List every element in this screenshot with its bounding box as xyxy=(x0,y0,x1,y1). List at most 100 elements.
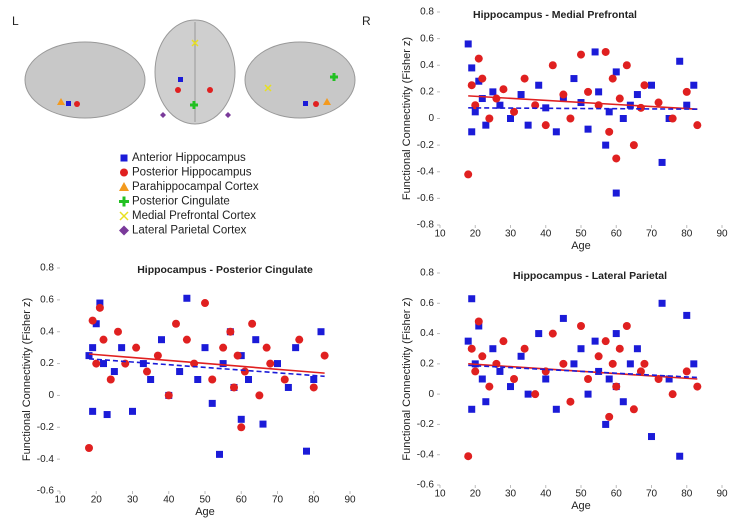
data-point xyxy=(541,121,550,130)
data-point xyxy=(602,141,610,149)
x-tick-label: 20 xyxy=(470,229,482,240)
data-point xyxy=(468,295,476,303)
data-point xyxy=(248,319,257,328)
data-point xyxy=(629,141,638,150)
data-point xyxy=(317,328,325,336)
y-tick-label: -0.4 xyxy=(37,454,55,465)
trend-line xyxy=(88,357,325,378)
data-point xyxy=(531,101,540,110)
data-point xyxy=(548,329,557,338)
data-point xyxy=(636,367,645,376)
data-point xyxy=(690,81,698,89)
data-point xyxy=(619,398,627,406)
data-point xyxy=(292,344,300,352)
data-point xyxy=(605,108,613,116)
legend-marker xyxy=(120,154,128,162)
data-point xyxy=(99,335,108,344)
trend-line xyxy=(468,364,698,379)
brain-left xyxy=(24,41,146,119)
data-point xyxy=(183,294,191,302)
data-point xyxy=(468,405,476,413)
data-point xyxy=(147,376,155,383)
data-point xyxy=(517,352,525,360)
data-point xyxy=(176,368,184,376)
data-point xyxy=(284,383,292,391)
hemisphere-label: R xyxy=(362,14,371,28)
data-point xyxy=(658,158,666,166)
data-point xyxy=(266,359,275,368)
trend-line xyxy=(88,353,325,374)
data-point xyxy=(682,367,691,376)
data-point xyxy=(612,154,621,163)
data-point xyxy=(566,397,575,406)
data-point xyxy=(194,376,202,383)
data-point xyxy=(496,101,504,109)
data-point xyxy=(668,114,677,123)
data-point xyxy=(129,407,136,415)
data-point xyxy=(570,360,578,368)
data-point xyxy=(619,115,627,122)
x-tick-label: 80 xyxy=(308,495,320,506)
y-tick-label: -0.6 xyxy=(37,486,55,497)
y-tick-label: 0.2 xyxy=(420,87,434,98)
data-point xyxy=(499,337,508,346)
x-tick-label: 20 xyxy=(470,489,482,500)
x-tick-label: 90 xyxy=(344,495,356,506)
data-point xyxy=(605,375,613,383)
legend-text: Parahippocampal Cortex xyxy=(132,181,259,193)
data-point xyxy=(208,375,217,384)
data-point xyxy=(683,101,691,109)
x-tick-label: 20 xyxy=(91,495,103,506)
data-point xyxy=(629,405,638,414)
data-point xyxy=(478,375,486,383)
chart-title: Hippocampus - Lateral Parietal xyxy=(513,270,667,282)
data-point xyxy=(164,391,173,400)
data-point xyxy=(132,343,141,352)
x-tick-label: 80 xyxy=(681,489,693,500)
data-point xyxy=(626,360,634,368)
x-tick-label: 60 xyxy=(611,489,623,500)
data-point xyxy=(245,376,252,383)
y-tick-label: 0 xyxy=(428,113,434,124)
x-tick-label: 50 xyxy=(575,489,587,500)
x-tick-label: 30 xyxy=(505,229,517,240)
region-marker xyxy=(264,84,272,92)
data-point xyxy=(230,383,238,392)
y-tick-label: -0.2 xyxy=(417,140,435,151)
legend-marker xyxy=(119,225,129,236)
data-point xyxy=(474,54,483,63)
data-point xyxy=(478,74,487,83)
data-point xyxy=(464,337,472,345)
y-tick-label: 0.8 xyxy=(40,263,54,274)
data-point xyxy=(615,344,624,353)
data-point xyxy=(608,359,617,368)
data-point xyxy=(570,75,578,83)
data-point xyxy=(320,351,329,360)
y-tick-label: 0.8 xyxy=(420,7,434,18)
region-marker xyxy=(175,87,181,93)
data-point xyxy=(584,375,593,383)
legend-marker xyxy=(119,211,129,221)
y-tick-label: -0.4 xyxy=(417,166,435,177)
data-point xyxy=(683,311,691,319)
y-tick-label: 0.2 xyxy=(420,358,434,369)
region-marker xyxy=(74,101,80,107)
data-point xyxy=(92,359,101,368)
data-point xyxy=(478,95,486,103)
y-tick-label: 0.4 xyxy=(40,326,54,337)
y-axis-title: Functional Connectivity (Fisher z) xyxy=(401,37,413,200)
x-tick-label: 10 xyxy=(54,495,66,506)
data-point xyxy=(601,47,610,56)
data-point xyxy=(510,107,519,116)
x-tick-label: 70 xyxy=(272,495,284,506)
x-axis-title: Age xyxy=(571,500,591,512)
data-point xyxy=(602,420,610,428)
data-point xyxy=(520,344,529,353)
data-point xyxy=(633,91,641,99)
data-point xyxy=(640,359,649,368)
data-point xyxy=(658,299,666,307)
region-marker xyxy=(66,101,71,106)
data-point xyxy=(295,335,304,344)
data-point xyxy=(612,330,620,338)
